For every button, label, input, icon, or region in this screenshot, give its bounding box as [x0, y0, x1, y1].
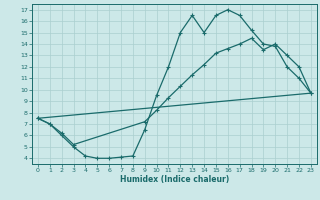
X-axis label: Humidex (Indice chaleur): Humidex (Indice chaleur)	[120, 175, 229, 184]
